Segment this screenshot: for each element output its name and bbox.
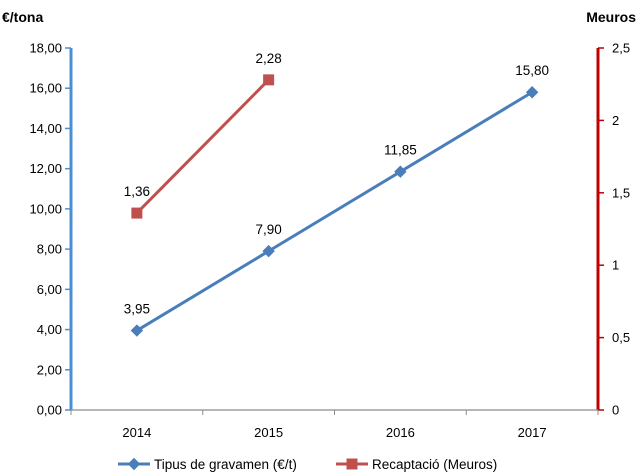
right-axis-title: Meuros <box>586 9 636 25</box>
left-tick-label: 10,00 <box>29 201 62 216</box>
data-label: 7,90 <box>255 222 281 237</box>
x-axis-ticks: 2014 2015 2016 2017 <box>70 410 599 440</box>
legend-label-0: Tipus de gravamen (€/t) <box>154 457 297 472</box>
left-tick-label: 4,00 <box>37 322 62 337</box>
left-tick-label: 6,00 <box>37 282 62 297</box>
right-tick-label: 0 <box>612 403 619 418</box>
right-tick-label: 2,5 <box>612 41 630 56</box>
left-tick-label: 8,00 <box>37 242 62 257</box>
right-tick-label: 1,5 <box>612 185 630 200</box>
series-point-1 <box>263 74 275 86</box>
series-point-1 <box>131 207 143 219</box>
x-tick-label: 2015 <box>254 425 283 440</box>
left-tick-label: 12,00 <box>29 161 62 176</box>
legend-marker-0 <box>127 457 141 471</box>
legend: Tipus de gravamen (€/t) Recaptació (Meuro… <box>118 457 497 472</box>
series-point-0 <box>130 324 144 337</box>
x-tick-label: 2014 <box>122 425 151 440</box>
legend-marker-1 <box>346 458 358 470</box>
series-layer: 3,95 7,90 11,85 15,80 1,36 2,28 <box>124 51 549 337</box>
series-line-1 <box>135 78 270 215</box>
left-tick-label: 14,00 <box>29 121 62 136</box>
left-axis-title: €/tona <box>2 9 43 25</box>
series-line-0 <box>136 90 533 332</box>
left-tick-label: 2,00 <box>37 362 62 377</box>
series-point-0 <box>394 165 407 178</box>
data-label: 11,85 <box>384 143 417 158</box>
left-tick-label: 18,00 <box>29 41 62 56</box>
data-label: 15,80 <box>515 63 549 78</box>
x-tick-label: 2017 <box>518 425 547 440</box>
left-tick-label: 16,00 <box>29 81 62 96</box>
right-tick-label: 1 <box>612 258 619 273</box>
left-y-ticks: 0,00 2,00 4,00 6,00 8,00 10,00 12,00 14,00 16,00… <box>29 41 71 418</box>
left-tick-label: 0,00 <box>37 403 62 418</box>
data-label: 1,36 <box>124 184 150 199</box>
series-point-0 <box>525 86 539 99</box>
data-label: 3,95 <box>124 302 150 317</box>
right-tick-label: 0,5 <box>612 330 630 345</box>
series-point-0 <box>262 244 275 258</box>
data-label: 2,28 <box>255 51 281 66</box>
legend-label-1: Recaptació (Meuros) <box>372 457 497 472</box>
right-y-ticks: 0 0,5 1 1,5 2 2,5 <box>598 41 630 418</box>
right-tick-label: 2 <box>612 113 619 128</box>
x-tick-label: 2016 <box>386 425 415 440</box>
